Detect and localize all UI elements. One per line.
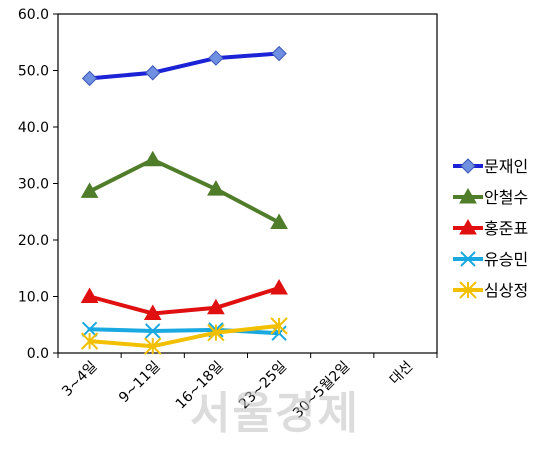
legend-marker-3 (460, 251, 476, 267)
legend-marker-0 (460, 158, 476, 174)
x-tick-label: 3~4일 (59, 359, 100, 400)
legend-label-4: 심상정 (484, 281, 528, 300)
legend-marker-3-stroke (460, 251, 476, 267)
y-tick-label: 10.0 (18, 290, 49, 306)
legend-marker-4 (459, 281, 477, 299)
series-line-1 (87, 157, 282, 225)
data-point-3-0-stroke (81, 321, 98, 337)
watermark: 서울경제 (190, 388, 360, 439)
data-point-1-1 (143, 150, 162, 167)
y-tick-label: 30.0 (18, 177, 49, 193)
data-point-2-3 (270, 279, 288, 295)
data-point-0-2 (208, 50, 224, 66)
legend-label-1: 안철수 (484, 188, 528, 207)
y-tick-label: 50.0 (18, 64, 49, 80)
data-point-0-1 (145, 65, 161, 81)
data-point-1-0 (80, 182, 99, 198)
x-tick-label: 대선 (387, 359, 417, 389)
y-tick-label: 40.0 (18, 120, 49, 136)
data-point-3-1 (145, 323, 161, 339)
data-point-0-0 (81, 70, 98, 87)
legend-label-3: 유승민 (484, 250, 528, 269)
data-point-4-1 (144, 337, 162, 355)
legend-label-2: 홍준표 (484, 219, 528, 238)
series-line-4 (87, 323, 282, 349)
data-point-4-3 (270, 317, 288, 335)
legend-marker-2 (459, 218, 477, 235)
data-point-1-2 (207, 180, 225, 196)
data-point-4-0 (80, 332, 99, 350)
y-tick-label: 60.0 (18, 7, 49, 23)
legend-label-0: 문재인 (484, 157, 528, 176)
data-point-2-2 (207, 298, 225, 315)
series-line-0 (87, 51, 282, 81)
data-point-2-0 (80, 287, 99, 303)
x-tick-label: 9~11일 (116, 359, 164, 407)
data-point-0-3 (271, 45, 287, 62)
series-line-3 (87, 327, 282, 336)
data-point-3-0 (81, 321, 98, 337)
y-tick-label: 0.0 (27, 346, 49, 362)
data-point-2-1 (143, 304, 162, 320)
data-point-1-3 (270, 213, 288, 229)
legend-marker-1 (459, 187, 477, 204)
data-point-3-1-stroke (145, 323, 161, 339)
y-tick-label: 20.0 (18, 233, 49, 249)
data-point-4-2 (207, 323, 225, 342)
series-line-2 (87, 286, 282, 316)
